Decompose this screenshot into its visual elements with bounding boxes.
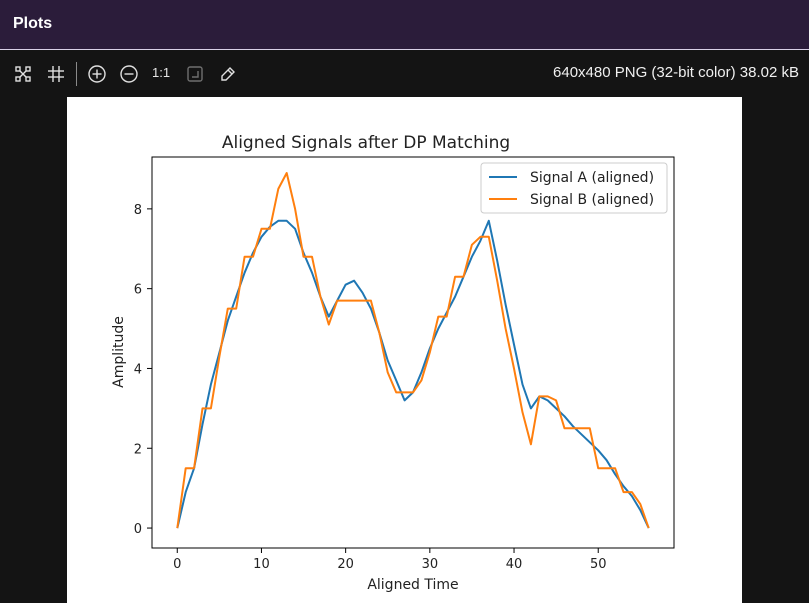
- y-tick-label: 2: [134, 442, 142, 457]
- x-axis-label: Aligned Time: [367, 577, 458, 593]
- x-tick-label: 40: [506, 557, 523, 572]
- background-toggle-icon[interactable]: [184, 63, 206, 85]
- legend-label-b: Signal B (aligned): [530, 192, 654, 208]
- plot-image: Aligned Signals after DP Matching 0 10 20 3…: [67, 97, 742, 603]
- chart-title: Aligned Signals after DP Matching: [222, 133, 510, 153]
- y-tick-label: 4: [134, 362, 142, 377]
- color-picker-icon[interactable]: [217, 63, 239, 85]
- legend-box: [480, 162, 668, 214]
- image-info: 640x480 PNG (32-bit color) 38.02 kB: [553, 64, 799, 81]
- zoom-out-icon[interactable]: [118, 63, 140, 85]
- crop-icon[interactable]: [45, 63, 67, 85]
- series-line-signal-a: [176, 219, 650, 529]
- x-tick-label: 50: [590, 557, 607, 572]
- series-line-signal-b: [176, 172, 650, 529]
- line-chart: Aligned Signals after DP Matching 0 10 20 3…: [111, 133, 675, 593]
- legend: Signal A (aligned) Signal B (aligned): [480, 162, 668, 214]
- y-tick-label: 8: [134, 203, 142, 218]
- plot-toolbar: 1:1 640x480 PNG (32-bit color) 38.02 kB: [0, 51, 809, 97]
- x-tick-label: 10: [253, 557, 270, 572]
- plots-panel-header: Plots: [0, 0, 809, 50]
- actual-size-icon[interactable]: 1:1: [152, 65, 171, 80]
- x-tick-label: 0: [173, 557, 181, 572]
- zoom-in-icon[interactable]: [86, 63, 108, 85]
- panel-title: Plots: [13, 15, 53, 32]
- fit-screen-icon[interactable]: [12, 63, 34, 85]
- y-axis-label: Amplitude: [111, 316, 127, 388]
- y-tick-label: 6: [134, 283, 142, 298]
- x-tick-label: 30: [422, 557, 439, 572]
- plot-area: [151, 156, 675, 549]
- y-tick-label: 0: [134, 522, 142, 537]
- x-tick-label: 20: [337, 557, 354, 572]
- toolbar-separator: [76, 62, 77, 86]
- legend-label-a: Signal A (aligned): [530, 170, 654, 186]
